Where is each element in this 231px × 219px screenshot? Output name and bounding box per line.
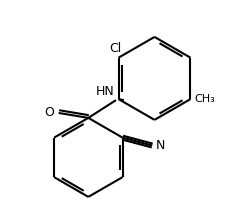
Text: N: N bbox=[156, 139, 166, 152]
Text: O: O bbox=[44, 106, 54, 119]
Text: HN: HN bbox=[95, 85, 114, 98]
Text: Cl: Cl bbox=[109, 42, 122, 55]
Text: CH₃: CH₃ bbox=[195, 94, 215, 104]
